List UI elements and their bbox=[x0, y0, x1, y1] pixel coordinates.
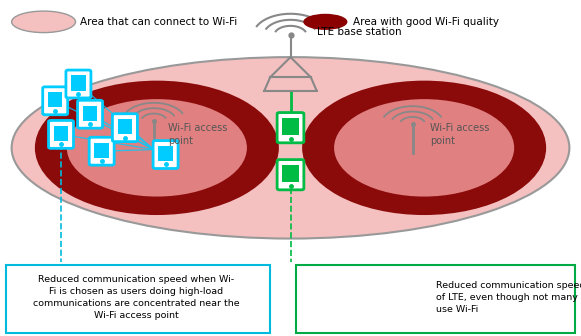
FancyBboxPatch shape bbox=[153, 140, 178, 169]
Ellipse shape bbox=[12, 57, 569, 239]
Text: Area with good Wi-Fi quality: Area with good Wi-Fi quality bbox=[353, 17, 498, 27]
FancyBboxPatch shape bbox=[48, 121, 73, 149]
FancyBboxPatch shape bbox=[78, 100, 103, 128]
Bar bbox=[282, 165, 299, 182]
Bar bbox=[94, 142, 109, 158]
Ellipse shape bbox=[303, 14, 347, 30]
FancyBboxPatch shape bbox=[113, 114, 138, 142]
Text: Reduced communication speed when Wi-
Fi is chosen as users doing high-load
commu: Reduced communication speed when Wi- Fi … bbox=[33, 275, 240, 320]
FancyBboxPatch shape bbox=[296, 265, 575, 333]
Ellipse shape bbox=[334, 99, 514, 197]
Bar bbox=[53, 126, 69, 141]
FancyBboxPatch shape bbox=[66, 70, 91, 98]
Bar bbox=[83, 106, 98, 121]
FancyBboxPatch shape bbox=[43, 87, 67, 115]
Ellipse shape bbox=[12, 11, 76, 33]
FancyBboxPatch shape bbox=[277, 113, 304, 143]
Bar bbox=[71, 75, 86, 91]
Bar bbox=[48, 92, 63, 108]
FancyBboxPatch shape bbox=[277, 160, 304, 190]
Ellipse shape bbox=[35, 81, 279, 215]
Text: Wi-Fi access
point: Wi-Fi access point bbox=[430, 123, 489, 145]
FancyBboxPatch shape bbox=[89, 137, 114, 165]
Bar bbox=[117, 119, 132, 134]
FancyBboxPatch shape bbox=[6, 265, 270, 333]
Text: Reduced communication speed with choice
of LTE, even though not many users can
u: Reduced communication speed with choice … bbox=[436, 281, 581, 314]
Text: Wi-Fi access
point: Wi-Fi access point bbox=[168, 123, 228, 145]
Bar bbox=[158, 146, 173, 161]
Ellipse shape bbox=[67, 99, 247, 197]
Text: LTE base station: LTE base station bbox=[317, 27, 401, 37]
Text: Area that can connect to Wi-Fi: Area that can connect to Wi-Fi bbox=[80, 17, 238, 27]
Bar bbox=[282, 118, 299, 135]
Ellipse shape bbox=[302, 81, 546, 215]
